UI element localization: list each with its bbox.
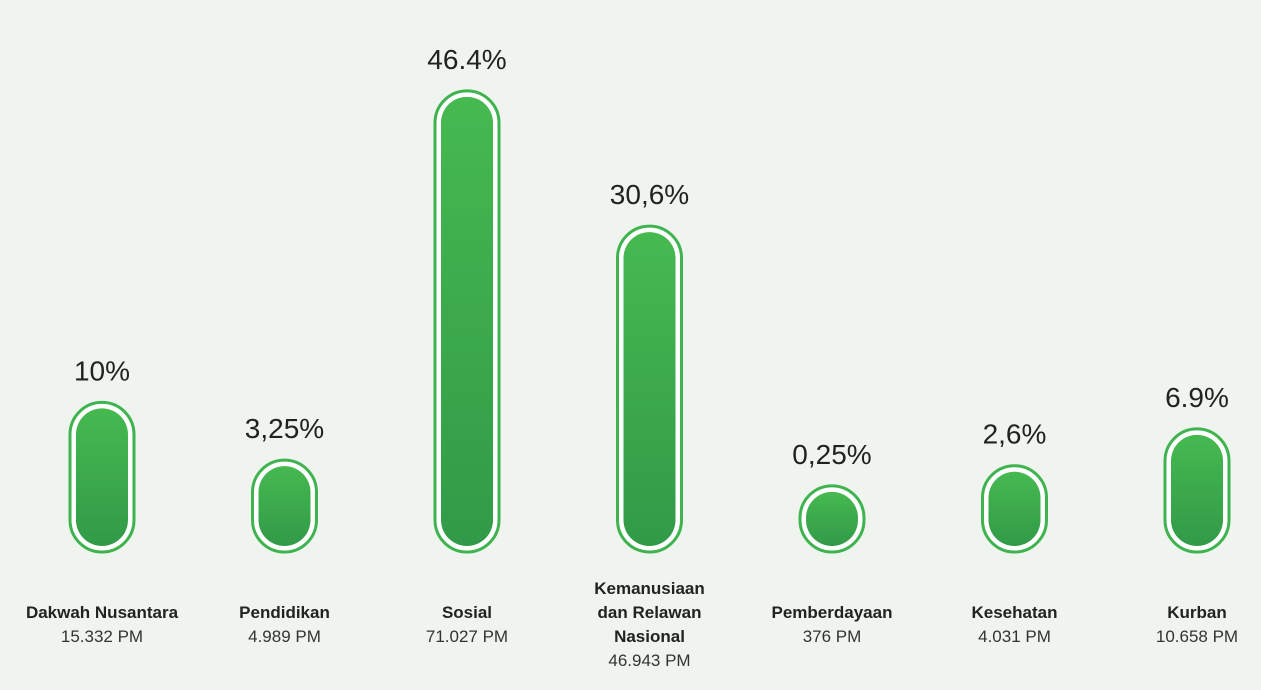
category-group: Pemberdayaan 376 PM	[737, 560, 927, 690]
bar	[441, 96, 493, 546]
category-group: Pendidikan 4.989 PM	[190, 560, 380, 690]
page: 10% 3,25% 46.4% 30,6% 0,25% 2,6% 6.9% Dakwah N…	[25, 43, 1239, 670]
bar	[806, 491, 858, 546]
value-label: 10%	[74, 355, 130, 386]
chart: 10% 3,25% 46.4% 30,6% 0,25% 2,6% 6.9%	[68, 44, 1231, 554]
amount-label: 4.031 PM	[978, 627, 1051, 646]
value-label: 30,6%	[610, 179, 689, 210]
bar	[1171, 434, 1223, 546]
category-group: Kurban 10.658 PM	[1102, 560, 1261, 690]
category-group: Sosial 71.027 PM	[372, 560, 562, 690]
amount-label: 15.332 PM	[60, 627, 144, 646]
bar	[988, 471, 1041, 546]
category-group: Kesehatan 4.031 PM	[920, 560, 1110, 690]
category-label: Sosial	[441, 603, 493, 622]
value-label: 6.9%	[1165, 382, 1229, 413]
category-group: Kemanusiaan dan Relawan Nasional 46.943 P…	[555, 560, 745, 690]
amount-label: 46.943 PM	[608, 651, 691, 670]
amount-label: 4.989 PM	[248, 627, 321, 646]
category-label: Kemanusiaan dan Relawan Nasional	[594, 579, 705, 646]
amount-label: 10.658 PM	[1155, 627, 1239, 646]
value-label: 0,25%	[792, 439, 871, 470]
bar	[76, 408, 128, 546]
category-label: Kesehatan	[971, 603, 1058, 622]
category-label: Pemberdayaan	[771, 603, 893, 622]
bar	[258, 466, 311, 546]
category-label: Kurban	[1167, 603, 1227, 622]
amount-label: 376 PM	[802, 627, 862, 646]
category-group: Dakwah Nusantara 15.332 PM	[7, 560, 197, 690]
value-label: 3,25%	[245, 413, 324, 444]
value-label: 2,6%	[983, 419, 1047, 450]
category-label: Dakwah Nusantara	[25, 603, 179, 622]
value-label: 46.4%	[427, 44, 506, 75]
bar	[623, 232, 676, 546]
category-label: Pendidikan	[239, 603, 330, 622]
amount-label: 71.027 PM	[425, 627, 509, 646]
